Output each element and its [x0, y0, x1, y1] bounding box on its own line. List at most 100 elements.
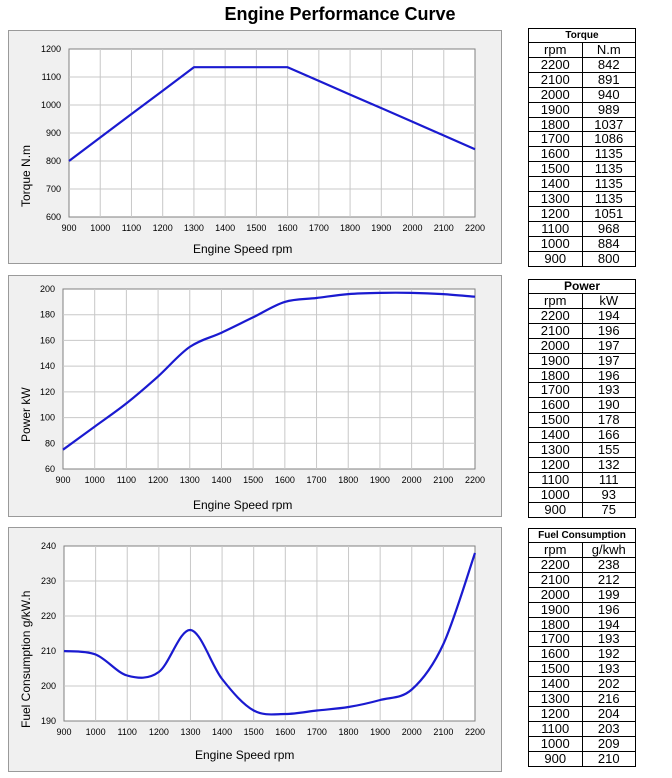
- power-table-cell: 1400: [528, 427, 583, 444]
- x-tick-label: 1000: [85, 475, 105, 485]
- torque-table-row: 2200 842: [528, 56, 636, 73]
- x-tick-label: 1400: [211, 475, 231, 485]
- x-tick-label: 1900: [370, 475, 390, 485]
- power-table-row: 1200 132: [528, 456, 636, 473]
- power-chart-panel: 900 1000 1100 1200 1300 1400 1500 1600 1700 1800 1…: [8, 275, 502, 517]
- y-tick-label: 220: [41, 611, 56, 621]
- fuel-chart-panel: 900 1000 1100 1200 1300 1400 1500 1600 1700 1800 1…: [8, 527, 502, 772]
- fuel-table-cell: 194: [581, 616, 636, 633]
- fuel-table-cell: 1800: [528, 616, 583, 633]
- torque-table-row: 1000 884: [528, 235, 636, 252]
- torque-table-header-unit: N.m: [581, 42, 636, 58]
- torque-table-cell: 2100: [528, 71, 583, 88]
- fuel-table-cell: 2000: [528, 586, 583, 603]
- y-tick-label: 140: [40, 361, 55, 371]
- torque-chart: 900 1000 1100 1200 1300 1400 1500 1600 1700 1800 1…: [41, 44, 485, 233]
- power-table-cell: 1000: [528, 486, 583, 503]
- x-tick-label: 2000: [402, 475, 422, 485]
- fuel-table-cell: 193: [581, 661, 636, 678]
- torque-table-cell: 1051: [581, 205, 636, 222]
- y-tick-label: 1200: [41, 44, 61, 54]
- power-table: Power rpm kW 2200 194 2100 196 2000 197 1900 19…: [528, 279, 636, 518]
- x-tick-label: 1500: [243, 475, 263, 485]
- fuel-table-header-unit: g/kwh: [581, 542, 636, 558]
- power-table-row: 1800 196: [528, 367, 636, 384]
- fuel-table-caption: Fuel Consumption: [528, 528, 636, 543]
- fuel-table-cell: 204: [581, 705, 636, 722]
- fuel-table-cell: 1400: [528, 676, 583, 693]
- power-chart: 900 1000 1100 1200 1300 1400 1500 1600 1700 1800 1…: [40, 284, 485, 485]
- x-tick-label: 1000: [86, 727, 106, 737]
- power-table-header-unit: kW: [581, 293, 636, 309]
- x-tick-label: 1200: [148, 475, 168, 485]
- fuel-table-row: 1700 193: [528, 631, 636, 648]
- power-table-cell: 1800: [528, 367, 583, 384]
- torque-table-cell: 989: [581, 101, 636, 118]
- y-tick-label: 100: [40, 413, 55, 423]
- torque-table-row: 1400 1135: [528, 176, 636, 193]
- x-tick-label: 1500: [244, 727, 264, 737]
- torque-table-row: 1900 989: [528, 101, 636, 118]
- power-table-cell: 2100: [528, 322, 583, 339]
- fuel-table-cell: 1100: [528, 720, 583, 737]
- fuel-table-row: 1600 192: [528, 646, 636, 663]
- torque-table-cell: 1600: [528, 146, 583, 163]
- y-tick-label: 1000: [41, 100, 61, 110]
- fuel-table-row: 1100 203: [528, 720, 636, 737]
- fuel-table-cell: 199: [581, 586, 636, 603]
- power-table-cell: 197: [581, 337, 636, 354]
- torque-table-row: 1700 1086: [528, 131, 636, 148]
- torque-table-cell: 1135: [581, 176, 636, 193]
- torque-table-cell: 2200: [528, 56, 583, 73]
- x-tick-label: 1800: [339, 727, 359, 737]
- x-tick-label: 1200: [153, 223, 173, 233]
- x-tick-label: 2200: [465, 223, 485, 233]
- power-table-cell: 1600: [528, 397, 583, 414]
- fuel-table-cell: 1000: [528, 735, 583, 752]
- x-tick-label: 2100: [433, 475, 453, 485]
- torque-chart-panel: 900 1000 1100 1200 1300 1400 1500 1600 1700 1800 1…: [8, 30, 502, 264]
- fuel-table-cell: 2200: [528, 556, 583, 573]
- fuel-series-line: [63, 552, 477, 716]
- torque-table-cell: 884: [581, 235, 636, 252]
- plot-area: [62, 288, 476, 470]
- fuel-table-header-rpm: rpm: [528, 542, 583, 558]
- power-table-cell: 178: [581, 412, 636, 429]
- power-series-line: [62, 291, 476, 451]
- power-table-row: 1400 166: [528, 427, 636, 444]
- x-tick-label: 2200: [465, 727, 485, 737]
- fuel-table-cell: 196: [581, 601, 636, 618]
- y-tick-label: 900: [46, 128, 61, 138]
- x-tick-label: 1800: [340, 223, 360, 233]
- power-table-cell: 166: [581, 427, 636, 444]
- fuel-table-cell: 2100: [528, 571, 583, 588]
- fuel-table: Fuel Consumption rpm g/kwh 2200 238 2100 21…: [528, 528, 636, 767]
- power-table-row: 1900 197: [528, 352, 636, 369]
- x-tick-label: 2000: [403, 223, 423, 233]
- power-table-cell: 2200: [528, 307, 583, 324]
- fuel-table-row: 900 210: [528, 750, 636, 767]
- torque-table-cell: 940: [581, 86, 636, 103]
- fuel-table-cell: 216: [581, 691, 636, 707]
- fuel-table-cell: 900: [528, 750, 583, 767]
- x-tick-label: 1600: [275, 727, 295, 737]
- torque-table-header-rpm: rpm: [528, 42, 583, 58]
- torque-table-cell: 842: [581, 56, 636, 73]
- fuel-table-row: 2200 238: [528, 556, 636, 573]
- torque-table-row: 2100 891: [528, 71, 636, 88]
- x-tick-label: 900: [61, 223, 76, 233]
- torque-table-cell: 1200: [528, 205, 583, 222]
- x-tick-label: 1700: [307, 727, 327, 737]
- torque-table-cell: 1000: [528, 235, 583, 252]
- power-y-axis-title: Power kW: [19, 387, 33, 442]
- y-tick-label: 160: [40, 335, 55, 345]
- fuel-table-cell: 193: [581, 631, 636, 648]
- fuel-table-cell: 212: [581, 571, 636, 588]
- power-table-row: 2000 197: [528, 337, 636, 354]
- power-table-cell: 75: [581, 501, 636, 518]
- power-table-cell: 196: [581, 367, 636, 384]
- x-tick-label: 1600: [278, 223, 298, 233]
- page-title: Engine Performance Curve: [224, 4, 456, 24]
- x-tick-label: 900: [56, 727, 71, 737]
- torque-table-cell: 800: [581, 250, 636, 267]
